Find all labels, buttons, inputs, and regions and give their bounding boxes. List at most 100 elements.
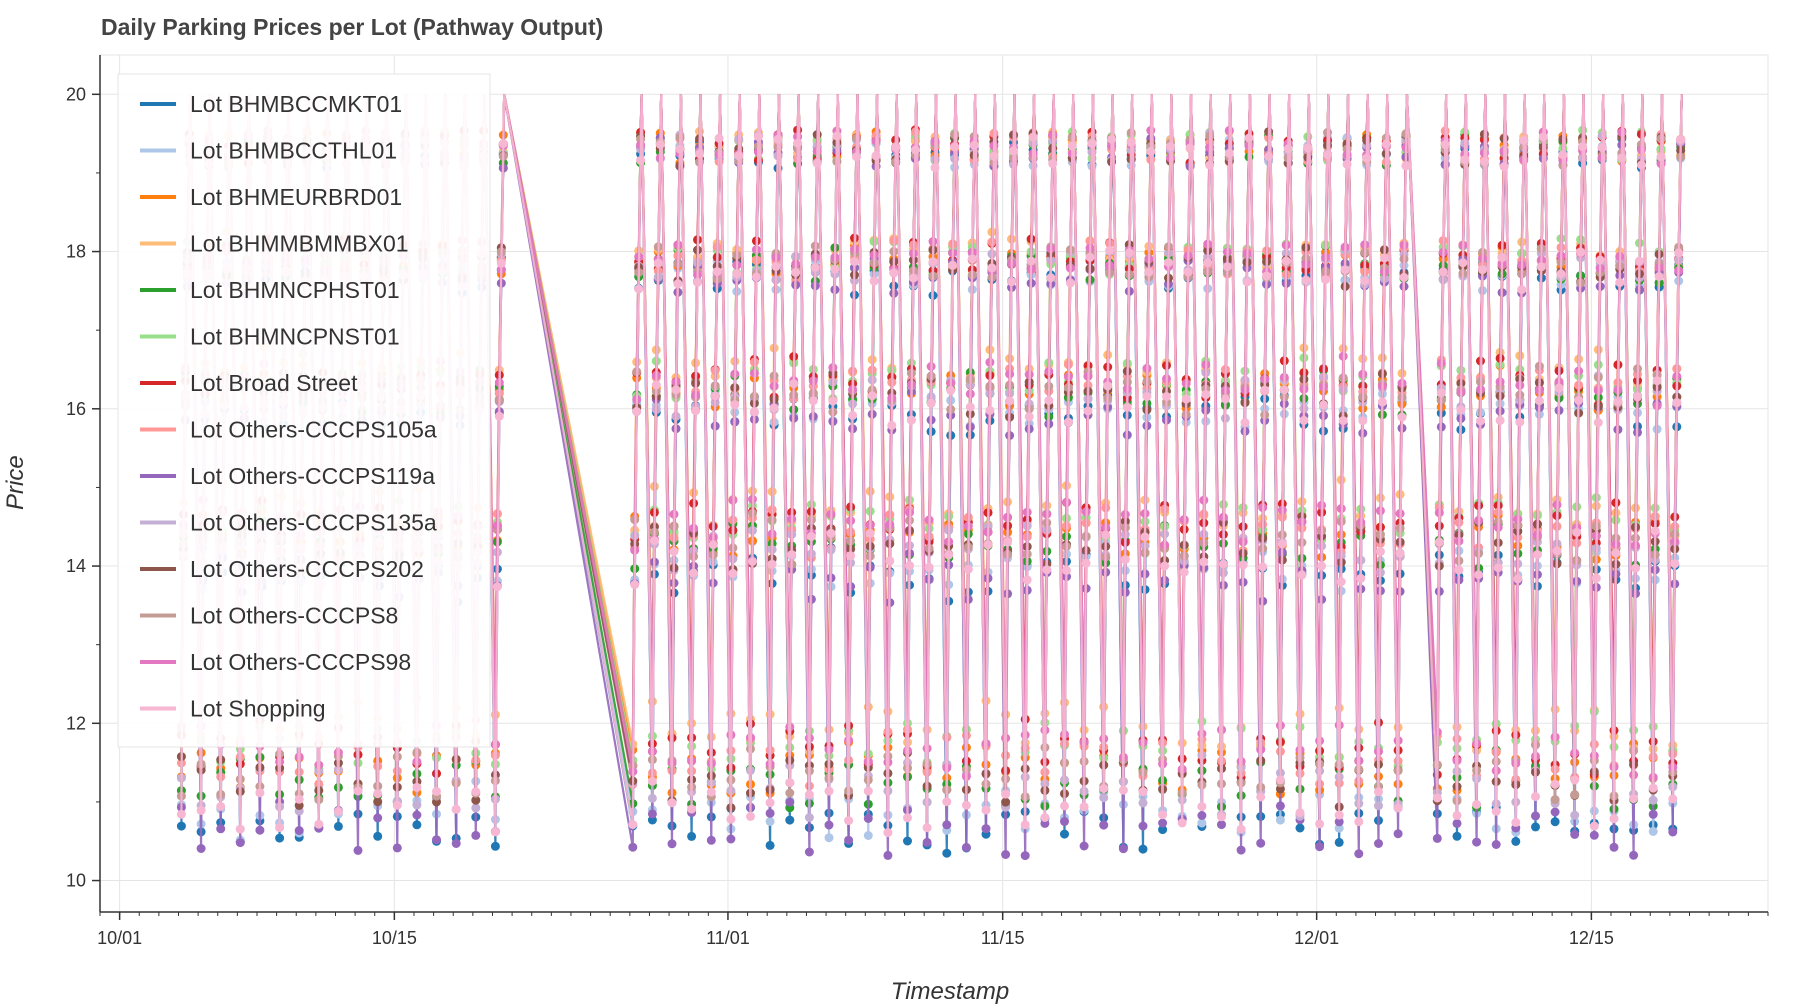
data-point [1531,822,1540,831]
data-point [412,783,421,792]
data-point [1060,801,1069,810]
data-point [752,273,761,282]
data-point [1258,562,1267,571]
data-point [1223,262,1232,271]
data-point [1557,269,1566,278]
data-point [1105,246,1114,255]
data-point [1158,819,1167,828]
data-point [1121,555,1130,564]
data-point [883,851,892,860]
data-point [732,269,741,278]
data-point [1478,265,1487,274]
data-point [334,822,343,831]
data-point [1139,845,1148,854]
data-point [962,843,971,852]
data-point [927,399,936,408]
data-point [628,843,637,852]
data-point [730,400,739,409]
data-point [1099,821,1108,830]
data-point [691,406,700,415]
data-point [1382,139,1391,148]
data-point [1182,395,1191,404]
data-point [1237,846,1246,855]
data-point [1635,257,1644,266]
data-point [1099,784,1108,793]
data-point [1337,577,1346,586]
data-point [1297,570,1306,579]
data-point [1453,819,1462,828]
data-point [709,540,718,549]
data-point [968,254,977,263]
data-point [687,805,696,814]
data-point [1676,135,1685,144]
data-point [373,797,382,806]
data-point [1441,140,1450,149]
data-point [754,132,763,141]
data-point [909,274,918,283]
data-point [966,403,975,412]
data-point [393,843,402,852]
data-point [1278,539,1287,548]
data-point [1125,248,1134,257]
data-point [907,416,916,425]
data-point [1496,416,1505,425]
data-point [654,259,663,268]
data-point [1537,262,1546,271]
data-point [295,826,304,835]
data-point [1610,843,1619,852]
y-tick-label: 12 [66,713,86,733]
data-point [1378,398,1387,407]
data-point [766,841,775,850]
data-point [1570,830,1579,839]
data-point [354,846,363,855]
data-point [1341,265,1350,274]
data-point [1164,258,1173,267]
y-tick-label: 20 [66,84,86,104]
data-point [793,139,802,148]
data-point [925,563,934,572]
data-point [885,556,894,565]
data-point [1237,825,1246,834]
data-point [1146,147,1155,156]
data-point [726,835,735,844]
data-point [1007,277,1016,286]
data-point [197,806,206,815]
data-point [275,834,284,843]
data-point [1123,403,1132,412]
data-point [216,824,225,833]
data-point [1086,253,1095,262]
data-point [785,789,794,798]
data-point [1633,392,1642,401]
data-point [648,777,657,786]
data-point [1456,405,1465,414]
data-point [864,814,873,823]
data-point [1142,392,1151,401]
data-point [1374,801,1383,810]
data-point [827,529,836,538]
data-point [942,797,951,806]
data-point [868,391,877,400]
data-point [748,557,757,566]
data-point [844,836,853,845]
data-point [962,801,971,810]
data-point [1460,155,1469,164]
data-point [1649,810,1658,819]
data-point [1088,139,1097,148]
x-tick-label: 10/01 [97,928,142,948]
data-point [864,831,873,840]
data-point [929,257,938,266]
data-point [1217,820,1226,829]
data-point [687,832,696,841]
data-point [870,277,879,286]
data-point [1299,416,1308,425]
data-point [630,580,639,589]
data-point [1668,794,1677,803]
data-point [828,397,837,406]
data-point [989,152,998,161]
data-point [1596,256,1605,265]
data-point [1472,838,1481,847]
data-point [1617,153,1626,162]
data-point [1511,837,1520,846]
data-point [1119,844,1128,853]
